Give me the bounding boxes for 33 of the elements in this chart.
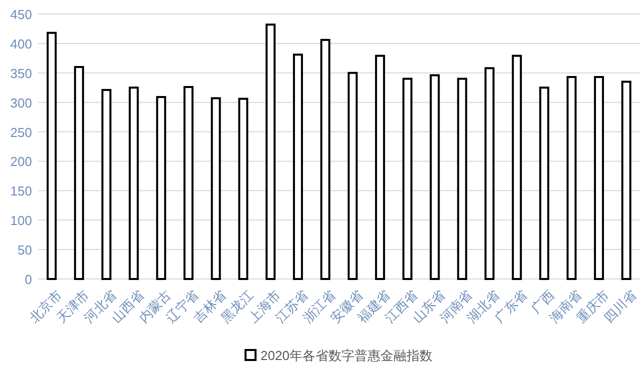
y-tick-label: 150: [10, 184, 32, 199]
y-tick-label: 450: [10, 7, 32, 22]
bar: [320, 38, 330, 280]
y-tick-label: 200: [10, 154, 32, 170]
bar: [128, 86, 139, 280]
bar: [566, 76, 577, 280]
y-tick-label: 0: [24, 272, 32, 287]
bar: [266, 24, 276, 280]
bar: [348, 72, 358, 280]
bar: [430, 74, 440, 280]
y-tick-label: 300: [10, 95, 32, 110]
y-tick-label: 250: [10, 124, 32, 140]
y-tick-label: 400: [10, 36, 32, 52]
bar: [46, 32, 57, 280]
bar: [621, 80, 632, 280]
bar: [210, 97, 221, 280]
bar: [375, 54, 386, 280]
bar: [292, 54, 303, 280]
bar: [156, 96, 166, 280]
bar: [512, 54, 522, 280]
y-tick-label: 350: [10, 66, 32, 81]
bar: [238, 98, 248, 280]
bar: [74, 66, 84, 280]
bar: [594, 76, 604, 280]
bar: [457, 78, 468, 280]
bar: [101, 88, 112, 280]
bar: [402, 78, 412, 280]
y-tick-label: 100: [10, 213, 32, 228]
bar: [484, 67, 494, 280]
bar: [539, 86, 550, 280]
legend-label: 2020年各省数字普惠金融指数: [260, 348, 432, 363]
bar: [184, 86, 194, 280]
y-tick-label: 50: [18, 242, 32, 258]
